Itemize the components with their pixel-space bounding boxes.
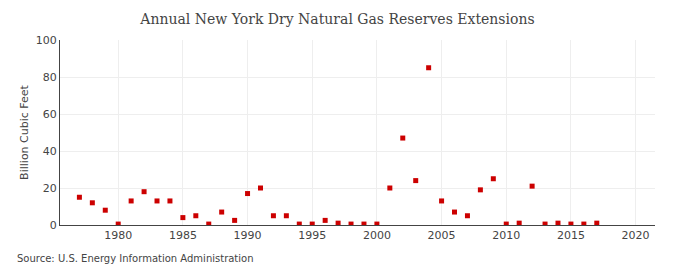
svg-text:20: 20 bbox=[43, 182, 57, 195]
svg-text:1995: 1995 bbox=[298, 229, 326, 242]
svg-text:40: 40 bbox=[43, 145, 57, 158]
svg-text:0: 0 bbox=[50, 219, 57, 232]
svg-text:2005: 2005 bbox=[428, 229, 456, 242]
svg-text:2000: 2000 bbox=[363, 229, 391, 242]
svg-text:2020: 2020 bbox=[622, 229, 650, 242]
svg-text:Source: U.S. Energy Informatio: Source: U.S. Energy Information Administ… bbox=[17, 253, 254, 264]
svg-text:Billion Cubic Feet: Billion Cubic Feet bbox=[18, 84, 31, 179]
svg-text:1990: 1990 bbox=[234, 229, 262, 242]
svg-text:Annual New York Dry Natural Ga: Annual New York Dry Natural Gas Reserves… bbox=[139, 11, 534, 27]
svg-text:2010: 2010 bbox=[492, 229, 520, 242]
svg-text:80: 80 bbox=[43, 71, 57, 84]
svg-text:2015: 2015 bbox=[557, 229, 585, 242]
svg-text:60: 60 bbox=[43, 108, 57, 121]
svg-text:1980: 1980 bbox=[104, 229, 132, 242]
svg-text:100: 100 bbox=[36, 34, 57, 47]
svg-text:1985: 1985 bbox=[169, 229, 197, 242]
